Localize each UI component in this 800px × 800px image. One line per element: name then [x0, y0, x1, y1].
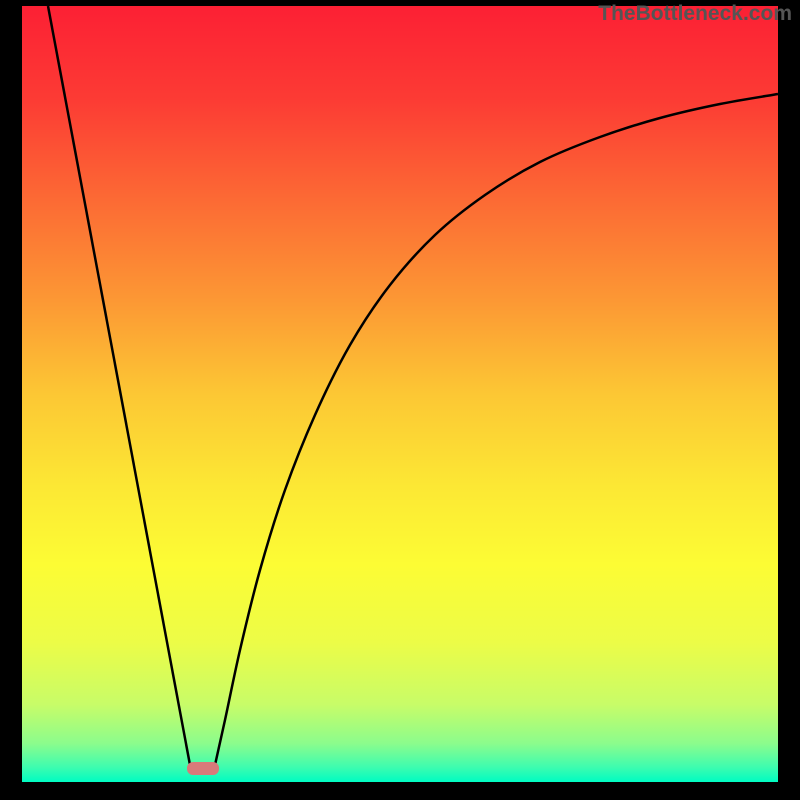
- left-line-path: [48, 6, 190, 765]
- right-curve-path: [215, 94, 778, 765]
- watermark-text: TheBottleneck.com: [598, 2, 792, 26]
- minimum-marker: [187, 762, 219, 775]
- curves-layer: [0, 0, 800, 800]
- chart-container: TheBottleneck.com: [0, 0, 800, 800]
